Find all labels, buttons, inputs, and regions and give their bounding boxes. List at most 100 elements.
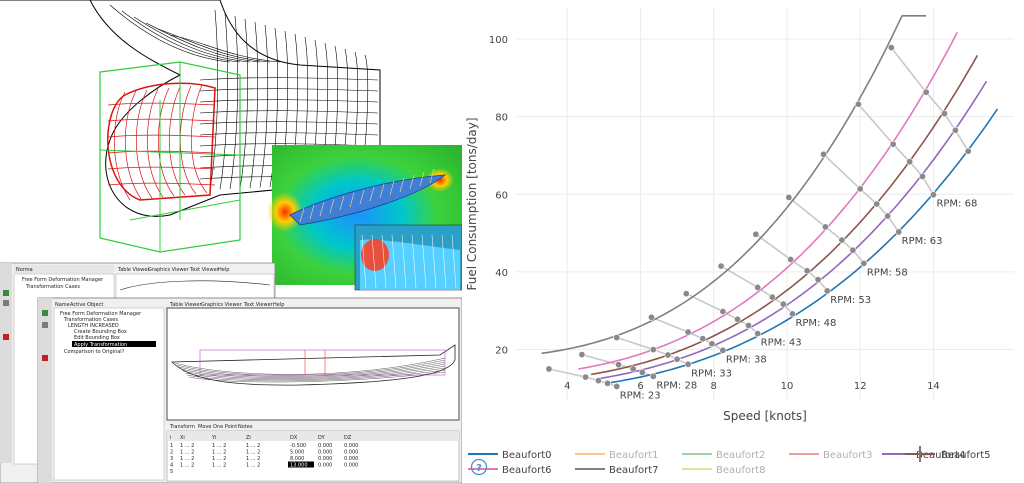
data-point-beaufort7[interactable]	[647, 313, 655, 321]
table-cell[interactable]: 1 ... 2	[212, 456, 226, 462]
table-cell[interactable]: 8.000	[290, 456, 304, 462]
table-cell[interactable]: 2	[170, 450, 173, 456]
data-point-beaufort6[interactable]	[649, 346, 657, 354]
data-point-beaufort7[interactable]	[820, 150, 828, 158]
table-cell[interactable]: 1 ... 2	[180, 456, 194, 462]
table-cell[interactable]: -0.500	[290, 443, 306, 449]
data-point-beaufort0[interactable]	[754, 330, 762, 338]
data-point-beaufort7[interactable]	[578, 351, 586, 359]
data-point-beaufort0[interactable]	[929, 191, 937, 199]
legend-item-beaufort0[interactable]: Beaufort0	[468, 450, 552, 461]
data-point-beaufort5[interactable]	[873, 200, 881, 208]
data-point-beaufort6[interactable]	[922, 88, 930, 96]
table-cell[interactable]: 0.000	[318, 443, 332, 449]
data-point-beaufort5[interactable]	[838, 236, 846, 244]
series-line-beaufort5[interactable]	[590, 55, 979, 376]
window2-tab-active-object[interactable]: Active Object	[70, 302, 103, 308]
data-point-beaufort7[interactable]	[545, 365, 553, 373]
data-point-beaufort0[interactable]	[613, 382, 621, 390]
table-cell[interactable]: 1 ... 2	[246, 463, 260, 469]
data-point-beaufort5[interactable]	[940, 110, 948, 118]
table-cell[interactable]: 13.000	[290, 463, 308, 469]
table-cell[interactable]: 1 ... 2	[212, 463, 226, 469]
table-cell[interactable]: 0.000	[344, 450, 358, 456]
data-point-beaufort6[interactable]	[821, 223, 829, 231]
data-point-beaufort4[interactable]	[673, 355, 681, 363]
table-cell[interactable]: 1 ... 2	[212, 443, 226, 449]
data-point-beaufort7[interactable]	[887, 44, 895, 52]
tab1-help[interactable]: Help	[218, 267, 229, 273]
data-point-beaufort0[interactable]	[964, 147, 972, 155]
table-tab-move-one-point[interactable]: Move One Point	[198, 424, 237, 430]
data-point-beaufort0[interactable]	[719, 346, 727, 354]
table-cell[interactable]: 0.000	[318, 456, 332, 462]
table-cell[interactable]: 1	[170, 443, 173, 449]
series-line-beaufort7[interactable]	[541, 15, 927, 355]
data-point-beaufort0[interactable]	[895, 228, 903, 236]
tab2-text-viewer[interactable]: Text Viewer	[243, 302, 274, 308]
legend-item-beaufort8[interactable]: Beaufort8	[682, 465, 766, 476]
data-point-beaufort6[interactable]	[582, 373, 590, 381]
legend-item-beaufort6[interactable]: Beaufort6	[468, 465, 552, 476]
tree2-item-6[interactable]: Comparison to Original?	[64, 349, 125, 355]
tab2-graphics-viewer[interactable]: Graphics Viewer	[201, 302, 243, 308]
data-point-beaufort4[interactable]	[918, 172, 926, 180]
data-point-beaufort4[interactable]	[708, 340, 716, 348]
data-point-beaufort6[interactable]	[684, 328, 692, 336]
data-point-beaufort5[interactable]	[629, 365, 637, 373]
table-cell[interactable]: 4	[170, 463, 173, 469]
table-cell[interactable]: 0.000	[318, 463, 332, 469]
question-circle-icon[interactable]: ?	[470, 458, 488, 476]
window2-tab-name[interactable]: Name	[55, 302, 70, 308]
data-point-beaufort7[interactable]	[854, 100, 862, 108]
table-tab-notes[interactable]: Notes	[238, 424, 253, 430]
data-point-beaufort7[interactable]	[717, 262, 725, 270]
table-cell[interactable]: 1 ... 2	[246, 456, 260, 462]
table-cell[interactable]: 3	[170, 456, 173, 462]
data-point-beaufort5[interactable]	[803, 267, 811, 275]
table-cell[interactable]: 1 ... 2	[212, 450, 226, 456]
data-point-beaufort6[interactable]	[856, 185, 864, 193]
data-point-beaufort7[interactable]	[752, 230, 760, 238]
data-point-beaufort6[interactable]	[719, 308, 727, 316]
data-point-beaufort0[interactable]	[788, 310, 796, 318]
tab1-text-viewer[interactable]: Text Viewer	[189, 267, 220, 273]
data-point-beaufort5[interactable]	[699, 335, 707, 343]
table-cell[interactable]: 0.000	[344, 443, 358, 449]
data-point-beaufort0[interactable]	[684, 360, 692, 368]
tree2-item-2[interactable]: LENGTH INCREASED	[68, 323, 119, 329]
data-point-beaufort6[interactable]	[787, 256, 795, 264]
table-cell[interactable]: 0.000	[344, 463, 358, 469]
table-cell[interactable]: 0.000	[344, 456, 358, 462]
table-cell[interactable]: 1 ... 2	[246, 450, 260, 456]
table-cell[interactable]: 0.000	[318, 450, 332, 456]
data-point-beaufort5[interactable]	[664, 351, 672, 359]
tree1-item-0[interactable]: Free Form Deformation Manager	[22, 277, 104, 283]
data-point-beaufort4[interactable]	[638, 368, 646, 376]
data-point-beaufort6[interactable]	[754, 283, 762, 291]
table-cell[interactable]: 1 ... 2	[180, 450, 194, 456]
data-point-beaufort4[interactable]	[814, 276, 822, 284]
legend-item-beaufort7[interactable]: Beaufort7	[575, 465, 659, 476]
legend-item-beaufort2[interactable]: Beaufort2	[682, 450, 766, 461]
tab1-table-viewer[interactable]: Table Viewer	[117, 267, 150, 273]
data-point-beaufort5[interactable]	[906, 158, 914, 166]
data-point-beaufort6[interactable]	[889, 140, 897, 148]
data-point-beaufort7[interactable]	[785, 193, 793, 201]
data-point-beaufort4[interactable]	[779, 300, 787, 308]
data-point-beaufort7[interactable]	[682, 290, 690, 298]
tree2-item-4[interactable]: Edit Bounding Box	[74, 335, 120, 341]
data-point-beaufort0[interactable]	[860, 259, 868, 267]
tab1-graphics-viewer[interactable]: Graphics Viewer	[148, 267, 190, 273]
data-point-beaufort4[interactable]	[849, 246, 857, 254]
table-cell[interactable]: 5	[170, 469, 173, 475]
table-cell[interactable]: 5.000	[290, 450, 304, 456]
legend-item-beaufort5[interactable]: Beaufort5	[905, 446, 991, 462]
data-point-beaufort5[interactable]	[594, 377, 602, 385]
tab2-help[interactable]: Help	[273, 302, 284, 308]
legend-item-beaufort3[interactable]: Beaufort3	[789, 450, 873, 461]
data-point-beaufort4[interactable]	[951, 126, 959, 134]
legend-item-beaufort1[interactable]: Beaufort1	[575, 450, 659, 461]
table-tab-transform[interactable]: Transform	[169, 424, 195, 430]
tree2-item-5-selected[interactable]: Apply Transformation	[74, 342, 127, 348]
